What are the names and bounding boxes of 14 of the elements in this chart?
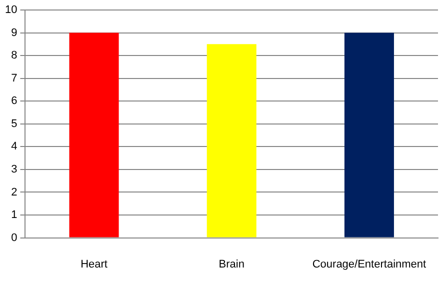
x-tick-label: Courage/Entertainment xyxy=(312,258,426,270)
y-tick-label: 8 xyxy=(11,50,18,62)
y-tick-label: 2 xyxy=(11,186,18,198)
y-tick-label: 4 xyxy=(11,140,18,153)
y-tick-label: 3 xyxy=(11,163,18,176)
y-tick-label: 10 xyxy=(4,4,18,16)
y-tick-label: 5 xyxy=(11,118,18,130)
y-tick-label: 9 xyxy=(11,26,18,39)
y-tick-label: 1 xyxy=(11,209,18,222)
y-tick-label: 0 xyxy=(11,232,18,244)
y-tick-label: 7 xyxy=(11,72,18,84)
x-tick-label: Heart xyxy=(80,258,108,270)
x-tick-label: Brain xyxy=(218,258,244,270)
y-tick-label: 6 xyxy=(11,95,18,108)
